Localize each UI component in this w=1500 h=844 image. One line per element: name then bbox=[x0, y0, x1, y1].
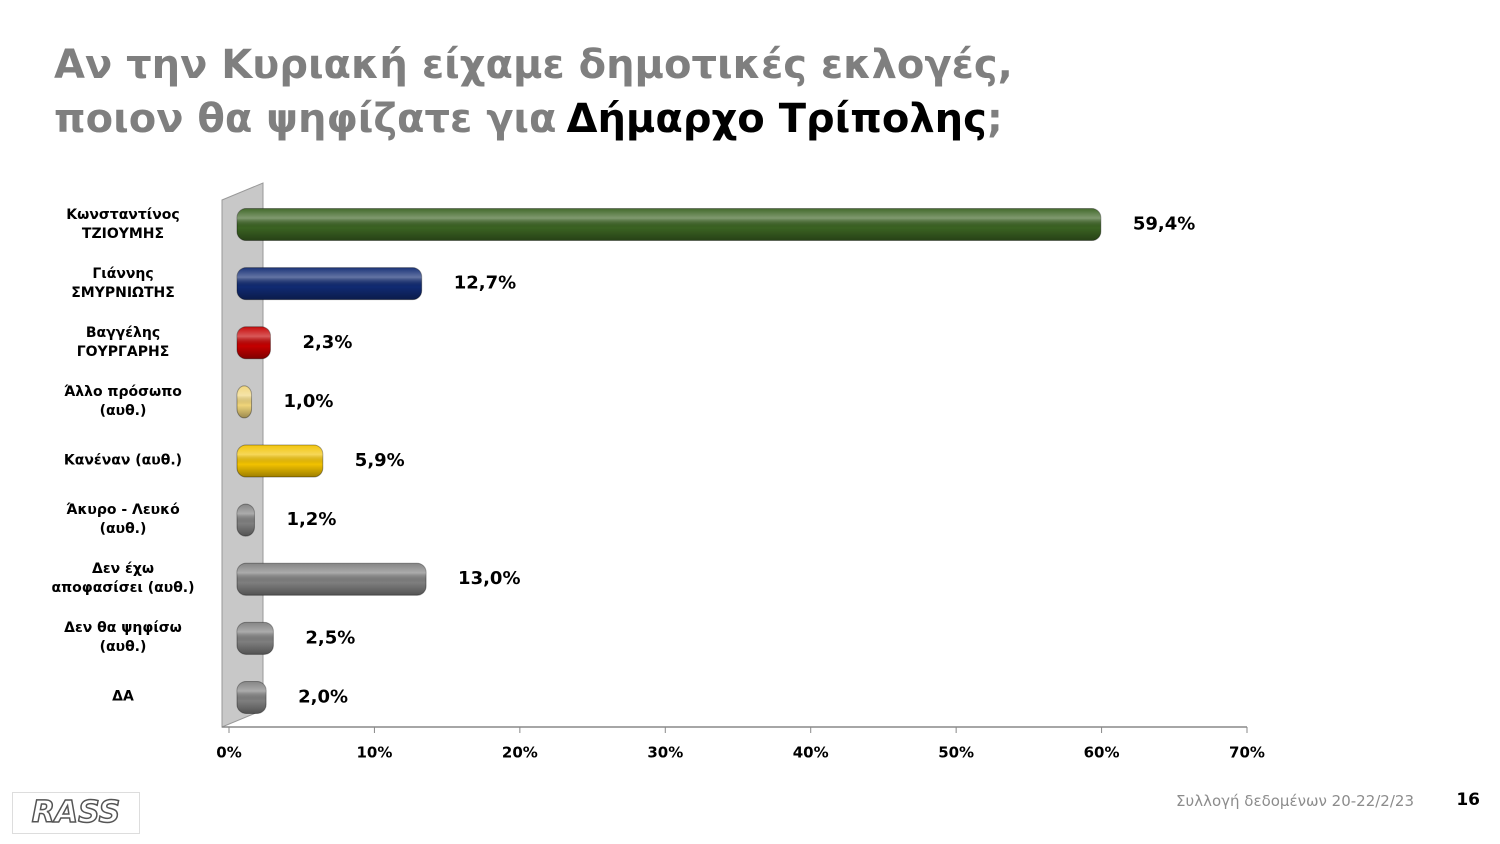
title-lead: Αν την Κυριακή είχαμε δημοτικές εκλογές,… bbox=[54, 42, 1013, 142]
logo: RASS bbox=[12, 792, 140, 834]
category-label: Άκυρο - Λευκό (αυθ.) bbox=[66, 502, 180, 538]
value-label: 1,0% bbox=[284, 391, 334, 412]
category-label: Άλλο πρόσωπο (αυθ.) bbox=[64, 383, 182, 419]
value-label: 2,5% bbox=[305, 627, 355, 648]
source-note: Συλλογή δεδομένων 20-22/2/23 bbox=[1176, 792, 1414, 810]
x-tick-label: 0% bbox=[216, 744, 241, 762]
x-tick-label: 20% bbox=[502, 744, 538, 762]
category-label: Γιάννης ΣΜΥΡΝΙΩΤΗΣ bbox=[71, 265, 175, 301]
bar-shading bbox=[237, 385, 252, 418]
category-label: ΔΑ bbox=[112, 688, 134, 705]
x-tick-label: 70% bbox=[1229, 744, 1265, 762]
value-label: 5,9% bbox=[355, 450, 405, 471]
bar-shading bbox=[237, 681, 267, 714]
chart-title: Αν την Κυριακή είχαμε δημοτικές εκλογές,… bbox=[54, 38, 1013, 146]
bar-shading bbox=[237, 267, 422, 300]
value-label: 1,2% bbox=[286, 509, 336, 530]
x-tick-label: 40% bbox=[793, 744, 829, 762]
x-tick-label: 50% bbox=[938, 744, 974, 762]
category-label: Βαγγέλης ΓΟΥΡΓΑΡΗΣ bbox=[76, 324, 170, 360]
bar-shading bbox=[237, 563, 427, 596]
value-label: 59,4% bbox=[1133, 214, 1195, 235]
title-end: ; bbox=[986, 96, 1003, 142]
bar-shading bbox=[237, 445, 323, 477]
page-number: 16 bbox=[1456, 790, 1480, 810]
x-tick-label: 60% bbox=[1084, 744, 1120, 762]
value-label: 2,0% bbox=[298, 686, 348, 707]
bar-shading bbox=[237, 622, 274, 655]
title-highlight: Δήμαρχο Τρίπολης bbox=[566, 96, 987, 142]
bar-shading bbox=[237, 504, 255, 537]
category-label: Κανέναν (αυθ.) bbox=[63, 452, 183, 469]
category-label: Δεν έχω αποφασίσει (αυθ.) bbox=[51, 561, 195, 597]
category-label: Κωνσταντίνος ΤΖΙΟΥΜΗΣ bbox=[66, 206, 180, 242]
category-label: Δεν θα ψηφίσω (αυθ.) bbox=[64, 620, 182, 656]
bar-shading bbox=[237, 208, 1101, 241]
value-label: 13,0% bbox=[458, 568, 520, 589]
x-tick-label: 10% bbox=[356, 744, 392, 762]
value-label: 2,3% bbox=[302, 332, 352, 353]
value-label: 12,7% bbox=[454, 273, 516, 294]
bar-shading bbox=[237, 326, 271, 359]
x-tick-label: 30% bbox=[647, 744, 683, 762]
